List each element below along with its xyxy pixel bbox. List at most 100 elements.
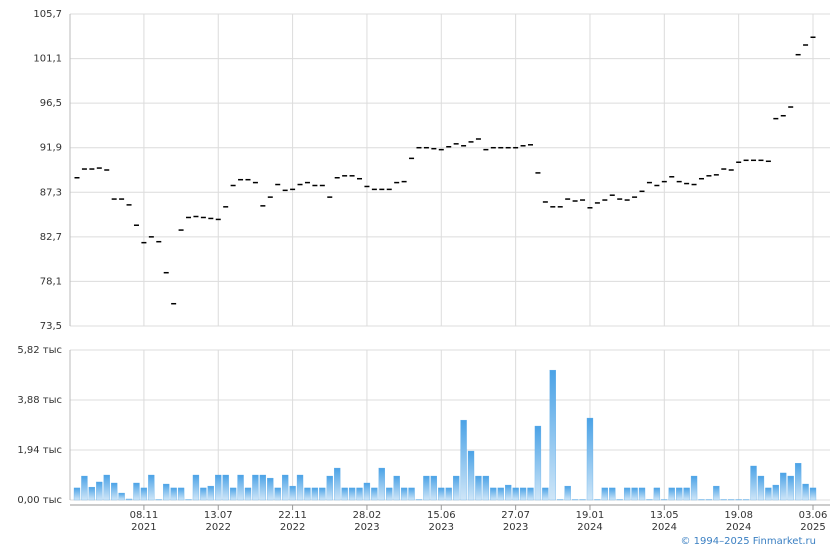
volume-bar <box>192 474 200 501</box>
volume-bar <box>772 484 779 501</box>
volume-bar <box>542 487 549 501</box>
volume-bar <box>96 481 103 501</box>
x-tick-year: 2025 <box>800 522 825 533</box>
price-mark <box>416 146 422 149</box>
price-mark <box>698 177 704 180</box>
volume-bar <box>111 482 118 501</box>
volume-bar <box>549 369 556 501</box>
price-mark <box>89 168 95 170</box>
price-mark <box>230 184 236 187</box>
price-mark <box>290 188 296 191</box>
price-mark <box>334 177 340 179</box>
volume-bar <box>118 492 125 501</box>
price-mark <box>104 169 110 171</box>
price-mark <box>505 146 511 149</box>
price-mark <box>364 185 370 188</box>
x-tick-label: 19.08 <box>724 510 753 521</box>
y-tick-label: 82,7 <box>40 232 62 243</box>
y-tick-label: 101,1 <box>33 54 62 65</box>
price-mark <box>639 190 645 193</box>
volume-bar <box>668 487 675 501</box>
volume-bar <box>460 419 467 501</box>
price-mark <box>245 178 251 181</box>
volume-bar <box>490 487 497 501</box>
price-mark <box>186 216 192 219</box>
price-mark <box>594 202 600 204</box>
x-tick-year: 2021 <box>131 522 156 533</box>
volume-bar <box>148 474 155 501</box>
volume-bar <box>415 499 423 501</box>
volume-bar <box>616 499 623 501</box>
volume-bar <box>601 487 608 501</box>
x-tick-year: 2024 <box>726 522 751 533</box>
price-mark <box>803 44 809 46</box>
volume-bar <box>653 487 661 501</box>
volume-bar <box>557 499 564 501</box>
price-mark <box>133 224 139 226</box>
volume-bar <box>623 487 631 501</box>
price-mark <box>795 53 801 56</box>
volume-bar <box>705 499 713 501</box>
price-mark <box>780 114 786 117</box>
price-mark <box>661 180 667 183</box>
volume-bar <box>683 487 690 501</box>
volume-bar <box>676 487 683 501</box>
x-tick-label: 08.11 <box>130 510 159 521</box>
volume-bar <box>571 499 579 501</box>
price-mark <box>550 206 556 208</box>
price-mark <box>542 201 548 203</box>
volume-bar <box>794 462 802 501</box>
price-mark <box>609 194 615 196</box>
volume-bar <box>81 475 88 501</box>
price-mark <box>223 206 229 208</box>
x-tick-label: 27.07 <box>501 510 530 521</box>
price-mark <box>371 188 377 191</box>
volume-bar <box>609 487 616 501</box>
price-mark <box>624 199 630 201</box>
volume-bar <box>594 499 601 501</box>
volume-bar <box>638 487 646 501</box>
x-tick-label: 03.06 <box>799 510 828 521</box>
price-mark <box>572 200 578 202</box>
price-mark <box>461 145 467 147</box>
volume-bar <box>155 499 162 501</box>
volume-bar <box>423 475 430 501</box>
volume-bar <box>326 475 333 501</box>
price-mark <box>312 184 318 187</box>
price-mark <box>208 217 214 220</box>
volume-bar <box>177 487 185 501</box>
price-mark <box>349 175 355 177</box>
price-mark <box>602 199 608 201</box>
volume-bar <box>207 485 214 501</box>
price-mark <box>238 178 244 181</box>
volume-bar <box>215 474 222 501</box>
price-mark <box>119 198 125 200</box>
volume-bar <box>185 499 192 501</box>
price-mark <box>758 159 764 162</box>
volume-bar <box>400 487 408 501</box>
volume-bar <box>512 487 519 501</box>
price-mark <box>632 196 638 198</box>
price-mark <box>409 157 415 160</box>
volume-bar <box>631 487 638 501</box>
price-mark <box>431 147 437 150</box>
price-mark <box>423 146 429 149</box>
volume-bar <box>363 482 371 501</box>
price-mark <box>736 161 742 163</box>
volume-bar <box>252 474 259 501</box>
price-mark <box>379 188 385 191</box>
price-mark <box>706 175 712 177</box>
price-mark <box>401 180 407 183</box>
footer: © 1994–2025 Finmarket.ru <box>680 536 816 547</box>
volume-bar <box>88 486 96 501</box>
price-mark <box>438 148 444 151</box>
volume-bar <box>453 475 460 501</box>
volume-bar <box>356 487 363 501</box>
x-tick-label: 28.02 <box>353 510 382 521</box>
volume-bar <box>73 487 81 501</box>
volume-bar <box>519 487 527 501</box>
price-mark <box>446 145 452 148</box>
x-tick-year: 2024 <box>577 522 602 533</box>
price-mark <box>171 302 177 305</box>
volume-bar <box>646 499 653 501</box>
